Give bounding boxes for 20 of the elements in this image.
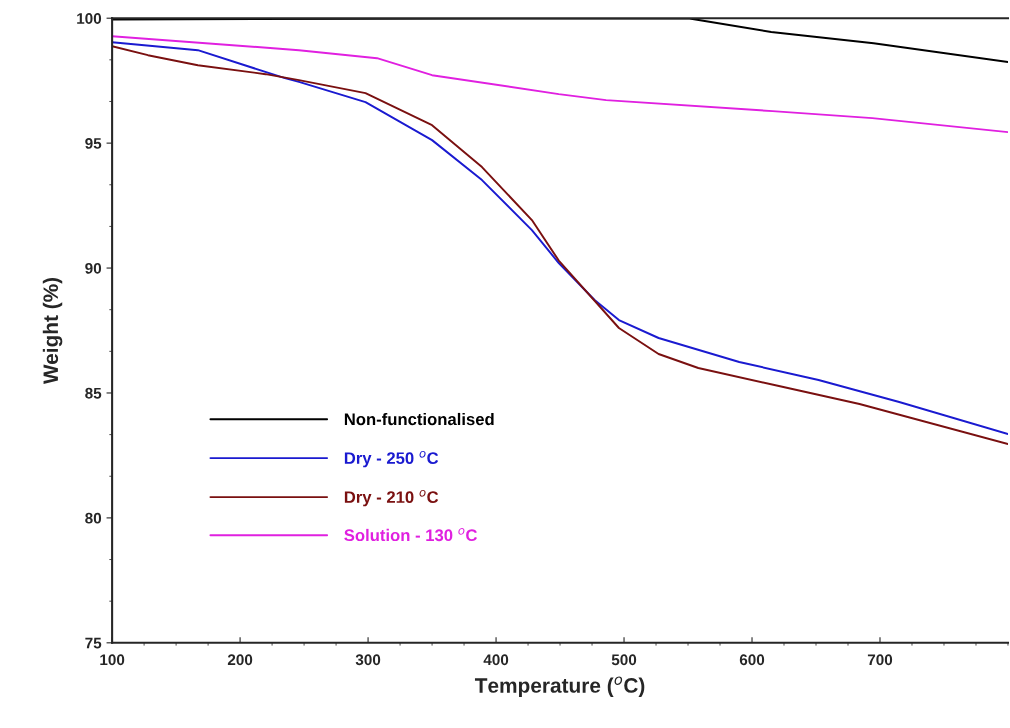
text: Dry - 250 $^{o}$C xyxy=(344,450,439,468)
x-tick-label: 100 xyxy=(100,654,125,666)
text: Dry - 210 $^{o}$C xyxy=(344,489,439,507)
y-tick-label: 80 xyxy=(85,512,102,524)
y-tick-label: 75 xyxy=(85,637,102,649)
line-series xyxy=(112,35,1008,134)
y-tick-label: 85 xyxy=(85,387,102,399)
text: Non-functionalised xyxy=(344,412,494,426)
x-tick-label: 200 xyxy=(227,654,253,666)
x-axis-title: Temperature ($^{o}$C) xyxy=(474,676,645,697)
text: Solution - 130 $^{o}$C xyxy=(344,528,478,542)
x-tick-label: 400 xyxy=(483,654,509,666)
x-tick-label: 700 xyxy=(867,654,893,666)
y-tick-label: 100 xyxy=(77,13,102,24)
y-tick-label: 90 xyxy=(85,262,102,274)
y-axis-title: Weight (%) xyxy=(42,277,63,385)
x-tick-label: 500 xyxy=(611,654,637,666)
x-tick-label: 300 xyxy=(355,654,381,666)
x-tick-label: 600 xyxy=(739,654,765,666)
y-tick-label: 95 xyxy=(85,137,102,149)
